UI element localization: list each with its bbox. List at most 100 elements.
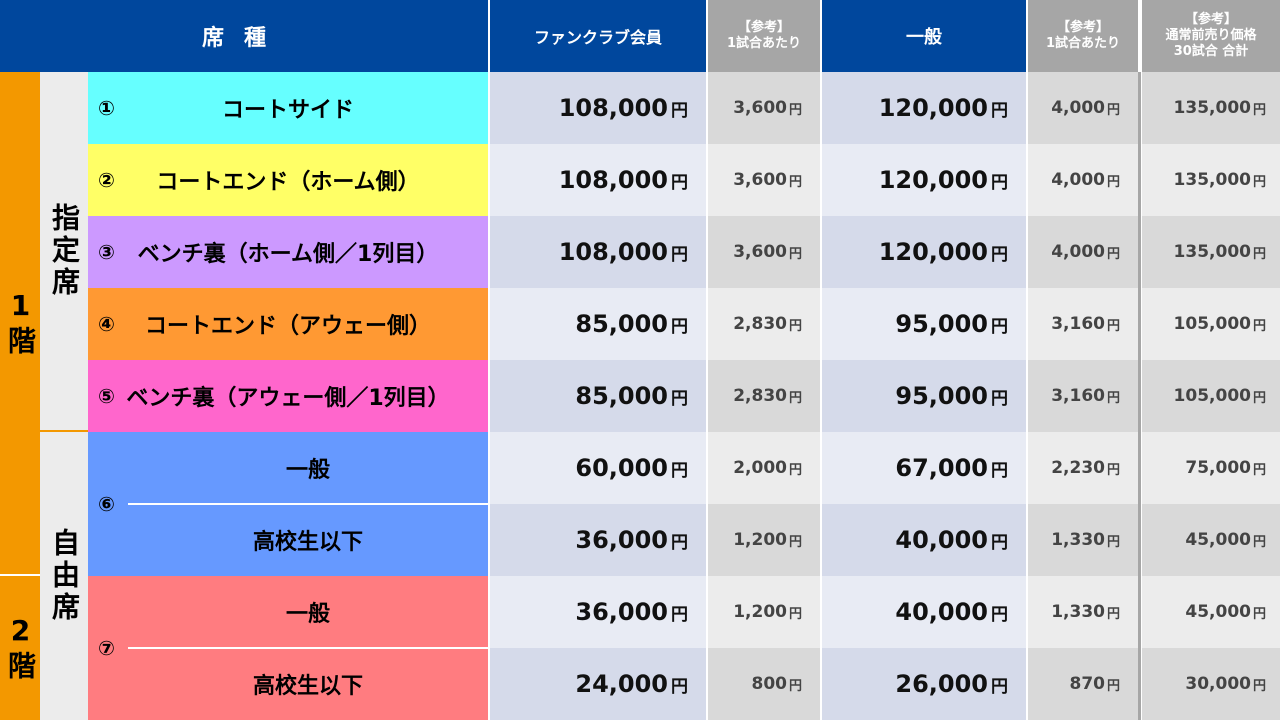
price-value: 75,000 bbox=[1185, 458, 1251, 478]
header-regular-line1: 【参考】 bbox=[1184, 12, 1237, 27]
price-value: 1,330 bbox=[1051, 602, 1105, 622]
seat-court-end-away: ④ コートエンド（アウェー側） bbox=[88, 288, 488, 360]
price-value: 95,000 bbox=[895, 310, 988, 338]
price-value: 3,160 bbox=[1051, 386, 1105, 406]
price-regular-total: 105,000 円 bbox=[1142, 360, 1280, 432]
seat-label: コートエンド（ホーム側） bbox=[156, 170, 420, 195]
price-value: 120,000 bbox=[878, 166, 988, 194]
yen-unit: 円 bbox=[991, 532, 1008, 553]
kind-reserved-label: 指定席 bbox=[48, 203, 81, 299]
price-value: 135,000 bbox=[1173, 242, 1251, 262]
yen-unit: 円 bbox=[991, 172, 1008, 193]
yen-unit: 円 bbox=[991, 316, 1008, 337]
seat-court-side: ① コートサイド bbox=[88, 72, 488, 144]
price-value: 120,000 bbox=[878, 238, 988, 266]
column-divider bbox=[1138, 72, 1141, 720]
yen-unit: 円 bbox=[1106, 318, 1120, 334]
header-regular-line3: 30試合 合計 bbox=[1173, 44, 1249, 59]
yen-unit: 円 bbox=[991, 100, 1008, 121]
price-general: 26,000 円 bbox=[822, 648, 1026, 720]
yen-unit: 円 bbox=[788, 390, 802, 406]
price-fanclub-per-game: 2,000 円 bbox=[708, 432, 820, 504]
price-general-per-game: 4,000 円 bbox=[1028, 144, 1138, 216]
price-value: 26,000 bbox=[895, 670, 988, 698]
seat-number: ② bbox=[98, 168, 115, 192]
header-regular-line2: 通常前売り価格 bbox=[1165, 28, 1257, 43]
seat-free-2f-general: 一般 bbox=[128, 576, 488, 648]
price-fanclub: 108,000 円 bbox=[490, 144, 706, 216]
yen-unit: 円 bbox=[1106, 102, 1120, 118]
yen-unit: 円 bbox=[671, 172, 688, 193]
kind-reserved: 指定席 bbox=[40, 72, 88, 430]
seat-number: ⑤ bbox=[98, 384, 115, 408]
yen-unit: 円 bbox=[1252, 318, 1266, 334]
price-regular-total: 105,000 円 bbox=[1142, 288, 1280, 360]
price-value: 85,000 bbox=[575, 310, 668, 338]
price-general: 40,000 円 bbox=[822, 576, 1026, 648]
price-value: 40,000 bbox=[895, 598, 988, 626]
price-value: 95,000 bbox=[895, 382, 988, 410]
seat-number: ⑥ bbox=[98, 492, 115, 516]
yen-unit: 円 bbox=[991, 676, 1008, 697]
price-general-per-game: 1,330 円 bbox=[1028, 576, 1138, 648]
price-general-per-game: 1,330 円 bbox=[1028, 504, 1138, 576]
price-general-per-game: 870 円 bbox=[1028, 648, 1138, 720]
header-general: 一般 bbox=[822, 0, 1026, 72]
price-value: 1,330 bbox=[1051, 530, 1105, 550]
price-value: 1,200 bbox=[733, 530, 787, 550]
price-fanclub-per-game: 2,830 円 bbox=[708, 288, 820, 360]
price-value: 2,830 bbox=[733, 386, 787, 406]
price-fanclub-per-game: 800 円 bbox=[708, 648, 820, 720]
price-general-per-game: 4,000 円 bbox=[1028, 72, 1138, 144]
yen-unit: 円 bbox=[671, 244, 688, 265]
price-value: 30,000 bbox=[1185, 674, 1251, 694]
seat-label: ベンチ裏（アウェー側／1列目） bbox=[126, 386, 450, 411]
price-fanclub: 85,000 円 bbox=[490, 360, 706, 432]
price-value: 3,600 bbox=[733, 98, 787, 118]
header-ref-general: 【参考】 1試合あたり bbox=[1028, 0, 1138, 72]
floor-2f-label: 2階 bbox=[4, 613, 37, 683]
header-regular-price: 【参考】 通常前売り価格 30試合 合計 bbox=[1142, 0, 1280, 72]
price-general-per-game: 3,160 円 bbox=[1028, 288, 1138, 360]
yen-unit: 円 bbox=[788, 318, 802, 334]
yen-unit: 円 bbox=[671, 532, 688, 553]
yen-unit: 円 bbox=[1106, 462, 1120, 478]
yen-unit: 円 bbox=[991, 460, 1008, 481]
divider bbox=[128, 503, 488, 505]
price-regular-total: 45,000 円 bbox=[1142, 576, 1280, 648]
yen-unit: 円 bbox=[671, 388, 688, 409]
price-general-per-game: 2,230 円 bbox=[1028, 432, 1138, 504]
price-general: 40,000 円 bbox=[822, 504, 1026, 576]
seat-number: ③ bbox=[98, 240, 115, 264]
seat-label: 一般 bbox=[285, 602, 330, 627]
yen-unit: 円 bbox=[788, 678, 802, 694]
yen-unit: 円 bbox=[788, 102, 802, 118]
price-value: 2,230 bbox=[1051, 458, 1105, 478]
price-regular-total: 135,000 円 bbox=[1142, 72, 1280, 144]
yen-unit: 円 bbox=[991, 604, 1008, 625]
yen-unit: 円 bbox=[1252, 606, 1266, 622]
seat-label: 高校生以下 bbox=[252, 674, 363, 699]
price-fanclub-per-game: 1,200 円 bbox=[708, 504, 820, 576]
price-fanclub: 24,000 円 bbox=[490, 648, 706, 720]
seat-number: ① bbox=[98, 96, 115, 120]
price-regular-total: 135,000 円 bbox=[1142, 144, 1280, 216]
yen-unit: 円 bbox=[991, 244, 1008, 265]
floor-1f-label: 1階 bbox=[4, 288, 37, 358]
price-value: 105,000 bbox=[1173, 386, 1251, 406]
price-value: 108,000 bbox=[558, 94, 668, 122]
yen-unit: 円 bbox=[1106, 534, 1120, 550]
header-seat-type: 席種 bbox=[0, 0, 488, 72]
yen-unit: 円 bbox=[1106, 606, 1120, 622]
price-fanclub: 60,000 円 bbox=[490, 432, 706, 504]
yen-unit: 円 bbox=[788, 174, 802, 190]
seat-label: 一般 bbox=[285, 458, 330, 483]
price-value: 2,830 bbox=[733, 314, 787, 334]
price-value: 135,000 bbox=[1173, 98, 1251, 118]
price-value: 45,000 bbox=[1185, 530, 1251, 550]
price-fanclub-per-game: 1,200 円 bbox=[708, 576, 820, 648]
kind-free: 自由席 bbox=[40, 432, 88, 720]
price-value: 135,000 bbox=[1173, 170, 1251, 190]
kind-free-label: 自由席 bbox=[48, 528, 81, 624]
